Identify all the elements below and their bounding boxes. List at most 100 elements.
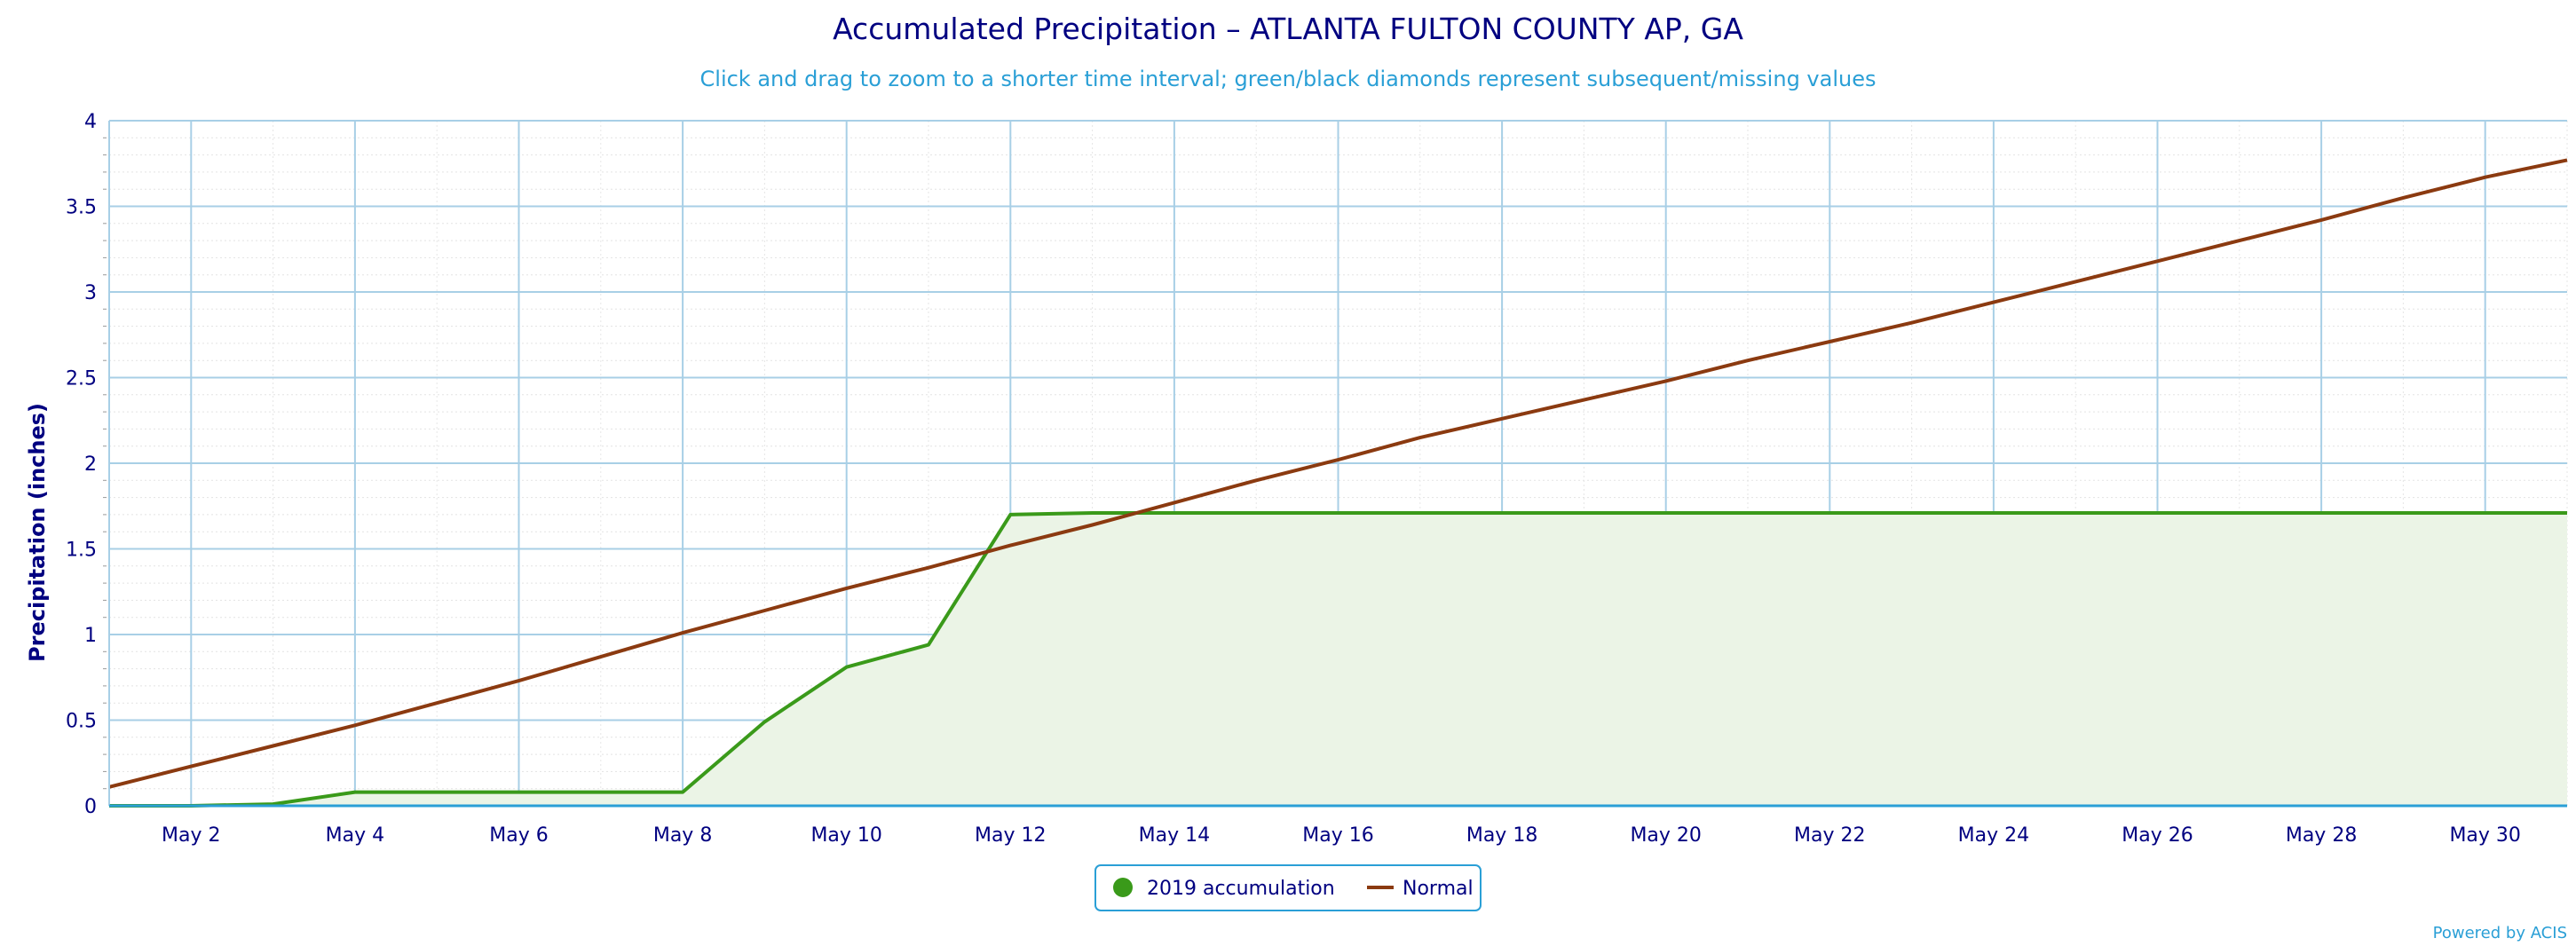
data-point-2019-accumulation[interactable]	[1253, 510, 1259, 516]
x-tick-label: May 16	[1302, 824, 1373, 847]
data-point-2019-accumulation[interactable]	[1663, 510, 1669, 516]
data-point-2019-accumulation[interactable]	[1827, 510, 1832, 516]
data-point-2019-accumulation[interactable]	[1991, 510, 1996, 516]
data-point-normal[interactable]	[1991, 300, 1996, 305]
legend-item-normal[interactable]: Normal	[1367, 878, 1474, 900]
data-point-normal[interactable]	[1418, 435, 1423, 440]
data-point-2019-accumulation[interactable]	[2237, 510, 2242, 516]
data-point-normal[interactable]	[2155, 258, 2161, 264]
series-line-2019-accumulation[interactable]	[109, 511, 2567, 808]
data-point-normal[interactable]	[926, 565, 931, 571]
data-point-normal[interactable]	[598, 654, 604, 659]
data-point-normal[interactable]	[762, 608, 767, 613]
data-point-2019-accumulation[interactable]	[680, 790, 685, 795]
data-point-normal[interactable]	[1499, 416, 1505, 422]
x-tick-label: May 24	[1958, 824, 2029, 847]
data-point-normal[interactable]	[1745, 358, 1750, 363]
data-point-2019-accumulation[interactable]	[926, 642, 931, 648]
data-point-normal[interactable]	[352, 722, 358, 728]
x-tick-label: May 18	[1466, 824, 1537, 847]
data-point-2019-accumulation[interactable]	[2155, 510, 2161, 516]
x-tick-label: May 14	[1139, 824, 1210, 847]
data-point-normal[interactable]	[271, 743, 276, 748]
data-point-2019-accumulation[interactable]	[598, 790, 604, 795]
credit-link[interactable]: Powered by ACIS	[2433, 924, 2567, 942]
data-point-normal[interactable]	[1909, 320, 1915, 326]
data-point-normal[interactable]	[1253, 477, 1259, 483]
data-point-2019-accumulation[interactable]	[1007, 512, 1013, 517]
x-tick-label: May 10	[810, 824, 881, 847]
data-point-normal[interactable]	[844, 586, 849, 591]
data-point-normal[interactable]	[2483, 175, 2488, 180]
y-tick-label: 1.5	[66, 540, 97, 562]
chart-subtitle: Click and drag to zoom to a shorter time…	[700, 67, 1877, 91]
y-tick-label: 2.5	[66, 368, 97, 390]
y-tick-label: 3.5	[66, 197, 97, 219]
x-tick-label: May 4	[326, 824, 384, 847]
x-tick-label: May 28	[2286, 824, 2357, 847]
data-point-normal[interactable]	[1007, 543, 1013, 548]
legend-box	[1094, 864, 1482, 911]
data-point-normal[interactable]	[1336, 457, 1341, 462]
y-tick-label: 1	[84, 625, 97, 647]
data-point-2019-accumulation[interactable]	[1418, 510, 1423, 516]
data-point-normal[interactable]	[2319, 217, 2324, 223]
x-tick-label: May 22	[1794, 824, 1865, 847]
data-point-2019-accumulation[interactable]	[1499, 510, 1505, 516]
y-tick-label: 4	[84, 111, 97, 133]
data-point-normal[interactable]	[1581, 398, 1586, 403]
data-point-2019-accumulation[interactable]	[2400, 510, 2406, 516]
data-point-2019-accumulation[interactable]	[434, 790, 439, 795]
y-tick-label: 3	[84, 282, 97, 304]
series-area-2019-accumulation	[109, 513, 2567, 806]
data-point-normal[interactable]	[2073, 279, 2078, 284]
data-point-2019-accumulation[interactable]	[844, 665, 849, 670]
data-point-normal[interactable]	[2400, 195, 2406, 201]
x-tick-label: May 8	[653, 824, 712, 847]
y-tick-label: 0.5	[66, 711, 97, 733]
legend-item-2019-accumulation[interactable]: 2019 accumulation	[1113, 878, 1335, 900]
x-tick-label: May 20	[1630, 824, 1701, 847]
data-point-2019-accumulation[interactable]	[352, 790, 358, 795]
data-point-normal[interactable]	[1663, 378, 1669, 383]
data-point-2019-accumulation[interactable]	[1336, 510, 1341, 516]
legend-label-2019-accumulation: 2019 accumulation	[1147, 878, 1335, 900]
x-tick-label: May 26	[2122, 824, 2193, 847]
data-point-2019-accumulation[interactable]	[762, 719, 767, 724]
data-point-2019-accumulation[interactable]	[517, 790, 522, 795]
data-point-normal[interactable]	[1827, 339, 1832, 344]
x-tick-label: May 6	[489, 824, 548, 847]
x-tick-label: May 30	[2449, 824, 2520, 847]
y-tick-label: 2	[84, 453, 97, 476]
data-point-normal[interactable]	[188, 764, 194, 769]
y-tick-label: 0	[84, 796, 97, 818]
data-point-normal[interactable]	[2237, 238, 2242, 243]
data-point-2019-accumulation[interactable]	[1172, 510, 1177, 516]
data-point-2019-accumulation[interactable]	[1090, 510, 1095, 516]
x-tick-label: May 12	[975, 824, 1046, 847]
data-point-normal[interactable]	[1090, 522, 1095, 527]
y-axis-title: Precipitation (inches)	[25, 403, 50, 662]
data-point-normal[interactable]	[680, 630, 685, 635]
legend-marker-circle-icon	[1113, 878, 1133, 897]
series-layer	[108, 157, 2570, 808]
data-point-2019-accumulation[interactable]	[2073, 510, 2078, 516]
chart-title: Accumulated Precipitation – ATLANTA FULT…	[833, 12, 1743, 46]
data-point-normal[interactable]	[2564, 157, 2570, 162]
data-point-2019-accumulation[interactable]	[1581, 510, 1586, 516]
legend-label-normal: Normal	[1403, 878, 1474, 900]
data-point-2019-accumulation[interactable]	[1909, 510, 1915, 516]
data-point-2019-accumulation[interactable]	[2564, 510, 2570, 516]
data-point-normal[interactable]	[1172, 500, 1177, 505]
legend[interactable]: 2019 accumulation Normal	[1094, 864, 1482, 911]
series-line-normal[interactable]	[108, 158, 2568, 789]
x-tick-label: May 2	[162, 824, 220, 847]
data-point-normal[interactable]	[517, 678, 522, 683]
data-point-2019-accumulation[interactable]	[1745, 510, 1750, 516]
grid-lines	[109, 120, 2568, 807]
data-point-2019-accumulation[interactable]	[2319, 510, 2324, 516]
data-point-2019-accumulation[interactable]	[2483, 510, 2488, 516]
data-point-normal[interactable]	[434, 700, 439, 706]
